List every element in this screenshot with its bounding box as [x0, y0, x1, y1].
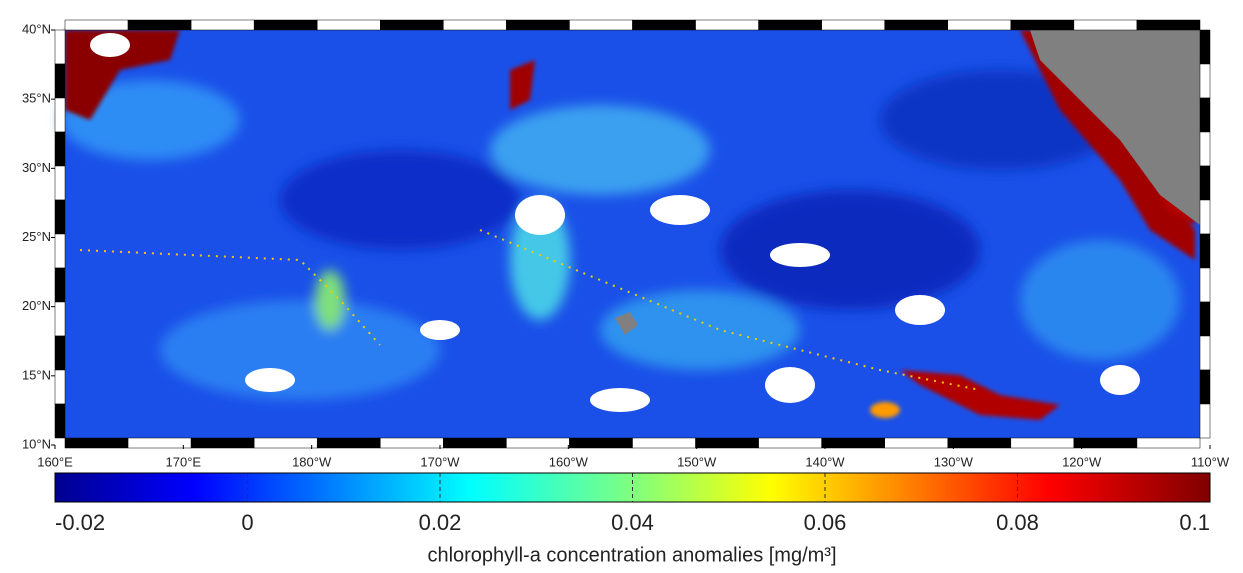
border-segment: [947, 19, 1012, 31]
border-segment: [1199, 29, 1211, 65]
border-segment: [1136, 19, 1201, 31]
border-segment: [632, 19, 696, 31]
border-segment: [190, 437, 255, 449]
border-segment: [1199, 63, 1211, 99]
missing-data: [90, 33, 1140, 412]
lon-label: 180°W: [292, 454, 332, 469]
lon-label: 170°W: [420, 454, 460, 469]
border-segment: [127, 19, 192, 31]
border-segment: [54, 165, 66, 201]
lat-label: 30°N: [22, 160, 51, 175]
border-segment: [884, 437, 949, 449]
colorbar-tick-label: 0.02: [419, 510, 462, 535]
border-segment: [1010, 19, 1075, 31]
colorbar-tick-label: 0.04: [611, 510, 654, 535]
border-segment: [54, 199, 66, 235]
lon-label: 120°W: [1062, 454, 1102, 469]
border-segment: [506, 19, 570, 31]
border-segment: [64, 437, 129, 449]
border-segment: [1199, 267, 1211, 303]
border-segment: [316, 437, 381, 449]
border-segment: [54, 335, 66, 371]
border-segment: [1199, 97, 1211, 133]
border-segment: [569, 437, 633, 449]
border-segment: [1199, 199, 1211, 235]
border-segment: [316, 19, 381, 31]
colorbar-tick-label: 0: [241, 510, 253, 535]
border-segment: [54, 233, 66, 269]
border-segment: [443, 437, 507, 449]
border-segment: [54, 369, 66, 405]
border-segment: [190, 19, 255, 31]
border-segment: [54, 63, 66, 99]
lon-label: 160°W: [549, 454, 589, 469]
border-segment: [1199, 301, 1211, 337]
border-segment: [1010, 437, 1075, 449]
border-segment: [54, 131, 66, 167]
border-segment: [1199, 369, 1211, 405]
border-segment: [1199, 335, 1211, 371]
lon-label: 110°W: [1191, 454, 1230, 469]
colorbar-title: chlorophyll-a concentration anomalies [m…: [427, 544, 836, 566]
colorbar-tick-label: 0.06: [804, 510, 847, 535]
island: [615, 312, 638, 335]
border-segment: [758, 437, 822, 449]
border-segment: [253, 437, 318, 449]
border-segment: [54, 403, 66, 439]
border-segment: [443, 19, 507, 31]
map-area: [60, 30, 1200, 438]
border-segment: [380, 19, 444, 31]
lon-label: 130°W: [934, 454, 974, 469]
lon-label: 150°W: [677, 454, 717, 469]
border-segment: [569, 19, 633, 31]
border-segment: [1073, 19, 1138, 31]
border-segment: [54, 267, 66, 303]
lat-label: 35°N: [22, 91, 51, 106]
lat-label: 20°N: [22, 298, 51, 313]
border-segment: [54, 97, 66, 133]
border-segment: [821, 437, 885, 449]
lon-label: 160°E: [37, 454, 73, 469]
border-segment: [1199, 165, 1211, 201]
border-segment: [1073, 437, 1138, 449]
colorbar-tick-label: 0.08: [996, 510, 1039, 535]
border-segment: [127, 437, 192, 449]
lon-label: 170°E: [166, 454, 202, 469]
border-segment: [1199, 131, 1211, 167]
border-segment: [632, 437, 696, 449]
lat-label: 10°N: [22, 436, 51, 451]
border-segment: [253, 19, 318, 31]
colorbar-outline: [54, 472, 1211, 503]
border-segment: [821, 19, 885, 31]
colorbar-tick-label: 0.1: [1179, 510, 1210, 535]
lat-label: 25°N: [22, 229, 51, 244]
border-segment: [54, 301, 66, 337]
border-segment: [758, 19, 822, 31]
border-segment: [506, 437, 570, 449]
border-segment: [54, 29, 66, 65]
track: [79, 229, 981, 391]
border-segment: [1136, 437, 1201, 449]
lat-label: 15°N: [22, 367, 51, 382]
border-segment: [1199, 403, 1211, 439]
lon-label: 140°W: [805, 454, 845, 469]
colorbar-tick-label: -0.02: [55, 510, 105, 535]
border-segment: [380, 437, 444, 449]
border-segment: [695, 437, 759, 449]
border-segment: [1199, 233, 1211, 269]
border-segment: [64, 19, 129, 31]
border-segment: [884, 19, 949, 31]
border-segment: [947, 437, 1012, 449]
border-segment: [695, 19, 759, 31]
lat-label: 40°N: [22, 21, 51, 36]
land: [1030, 30, 1200, 225]
map-frame: [54, 19, 1211, 449]
